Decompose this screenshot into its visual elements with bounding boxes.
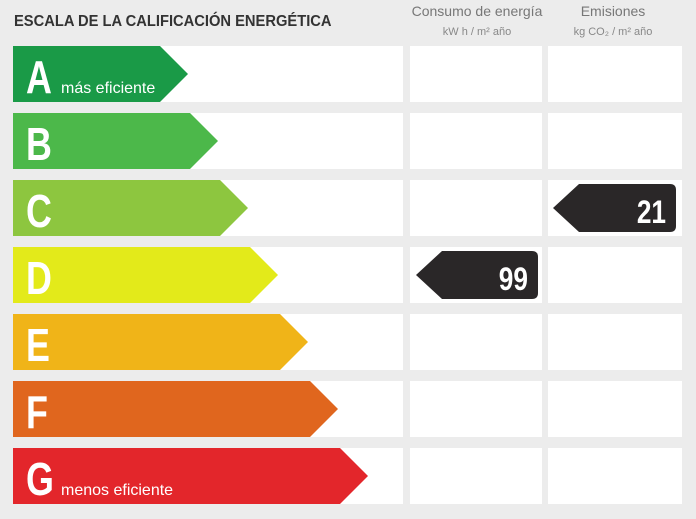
consumption-value: 99 — [499, 263, 528, 298]
emissions-cell — [548, 46, 682, 102]
emissions-cell — [548, 448, 682, 504]
rating-arrow — [13, 113, 218, 169]
rating-letter: A — [26, 52, 52, 103]
emissions-header: Emisiones — [581, 3, 646, 19]
consumption-cell — [410, 448, 542, 504]
rating-arrow — [13, 46, 188, 102]
emissions-cell — [548, 381, 682, 437]
rating-letter: E — [26, 320, 50, 371]
consumption-cell — [410, 381, 542, 437]
rating-note: menos eficiente — [61, 482, 173, 499]
consumption-cell — [410, 113, 542, 169]
consumption-marker — [416, 251, 538, 299]
emissions-cell — [548, 113, 682, 169]
rating-arrow — [13, 314, 308, 370]
emissions-cell — [548, 314, 682, 370]
rating-arrow — [13, 247, 278, 303]
consumption-cell — [410, 180, 542, 236]
rating-arrow — [13, 448, 368, 504]
emissions-cell — [548, 247, 682, 303]
emissions-marker — [553, 184, 676, 232]
title: ESCALA DE LA CALIFICACIÓN ENERGÉTICA — [14, 11, 332, 30]
emissions-value: 21 — [637, 196, 666, 231]
rating-letter: D — [26, 253, 52, 304]
rating-letter: B — [26, 119, 52, 170]
rating-letter: G — [26, 454, 54, 505]
rating-letter: C — [26, 186, 52, 237]
rating-arrow — [13, 180, 248, 236]
consumption-cell — [410, 46, 542, 102]
rating-letter: F — [26, 387, 48, 438]
consumption-unit: kW h / m² año — [443, 26, 511, 38]
consumption-header: Consumo de energía — [412, 3, 543, 19]
consumption-cell — [410, 314, 542, 370]
emissions-unit: kg CO₂ / m² año — [574, 26, 653, 38]
rating-note: más eficiente — [61, 80, 155, 97]
rating-arrow — [13, 381, 338, 437]
